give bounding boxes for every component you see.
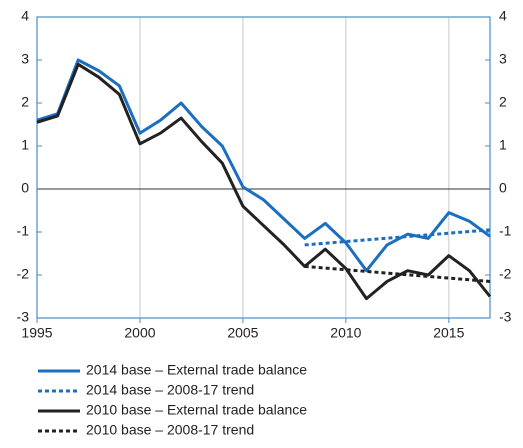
y2-tick-label: -2 — [499, 266, 512, 282]
plot-frame — [36, 16, 491, 319]
series-line — [36, 58, 491, 273]
y-tick-label: 4 — [21, 8, 29, 24]
x-tick-label: 2010 — [330, 325, 361, 341]
series-line — [304, 264, 491, 283]
y-tick-label: 1 — [21, 137, 29, 153]
legend-label: 2010 base – 2008-17 trend — [86, 422, 254, 438]
y-tick-label: 2 — [21, 94, 29, 110]
y-tick-label: -1 — [17, 223, 30, 239]
y-tick-label: -3 — [17, 309, 30, 325]
series-line — [304, 228, 491, 247]
y2-tick-label: 1 — [499, 137, 507, 153]
y2-tick-label: 3 — [499, 51, 507, 67]
legend-label: 2014 base – External trade balance — [86, 362, 307, 378]
y2-tick-label: 0 — [499, 180, 507, 196]
y2-tick-label: -1 — [499, 223, 512, 239]
y-tick-label: 3 — [21, 51, 29, 67]
y2-tick-label: -3 — [499, 309, 512, 325]
x-tick-label: 1995 — [21, 325, 52, 341]
x-tick-label: 2000 — [124, 325, 155, 341]
y2-tick-label: 4 — [499, 8, 507, 24]
series-line — [36, 62, 492, 301]
x-tick-label: 2015 — [433, 325, 464, 341]
y2-tick-label: 2 — [499, 94, 507, 110]
y-tick-label: 0 — [21, 180, 29, 196]
legend-label: 2010 base – External trade balance — [86, 402, 307, 418]
y-tick-label: -2 — [17, 266, 30, 282]
x-tick-label: 2005 — [227, 325, 258, 341]
legend-label: 2014 base – 2008-17 trend — [86, 382, 254, 398]
